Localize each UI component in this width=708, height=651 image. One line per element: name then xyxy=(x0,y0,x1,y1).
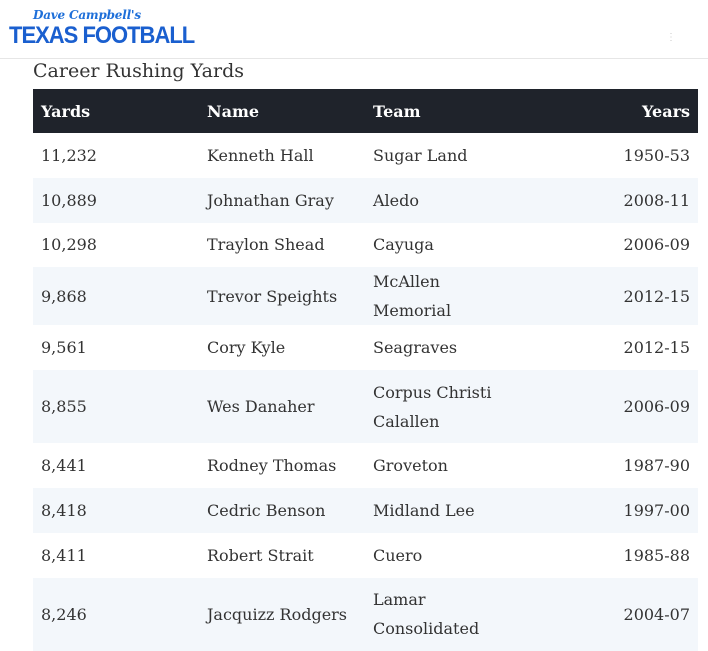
cell-yards: 9,561 xyxy=(41,338,87,358)
cell-name: Wes Danaher xyxy=(207,397,315,417)
cell-team: Lamar Consolidated xyxy=(373,590,480,639)
cell-years: 1985-88 xyxy=(623,545,690,565)
cell-yards: 8,418 xyxy=(41,500,87,520)
cell-team: Seagraves xyxy=(373,338,458,358)
cell-team: Corpus Christi Calallen xyxy=(373,382,492,431)
cell-years: 1987-90 xyxy=(623,456,690,476)
cell-years: 1950-53 xyxy=(623,145,690,165)
cell-years: 2008-11 xyxy=(623,190,690,210)
cell-name: Trevor Speights xyxy=(207,286,338,306)
rushing-yards-table: Yards Name Team Years 11,232 Kenneth Hal… xyxy=(33,89,698,651)
table-row: 9,868 Trevor Speights McAllen Memorial 2… xyxy=(33,267,698,326)
cell-years: 2006-09 xyxy=(623,235,690,255)
table-header-row: Yards Name Team Years xyxy=(33,89,698,133)
cell-name: Johnathan Gray xyxy=(207,190,334,210)
cell-name: Traylon Shead xyxy=(207,235,325,255)
table-row: 8,855 Wes Danaher Corpus Christi Calalle… xyxy=(33,370,698,444)
column-header-yards[interactable]: Yards xyxy=(41,101,91,121)
logo-main-text: TEXAS FOOTBALL xyxy=(9,20,195,49)
table-row: 11,232 Kenneth Hall Sugar Land 1950-53 xyxy=(33,133,698,178)
table-row: 8,441 Rodney Thomas Groveton 1987-90 xyxy=(33,443,698,488)
cell-years: 2006-09 xyxy=(623,397,690,417)
table-row: 8,246 Jacquizz Rodgers Lamar Consolidate… xyxy=(33,577,698,651)
table-row: 10,889 Johnathan Gray Aledo 2008-11 xyxy=(33,177,698,223)
column-header-name[interactable]: Name xyxy=(207,101,260,121)
cell-name: Kenneth Hall xyxy=(207,145,314,165)
cell-name: Jacquizz Rodgers xyxy=(207,604,348,624)
cell-yards: 11,232 xyxy=(41,145,97,165)
table-row: 10,298 Traylon Shead Cayuga 2006-09 xyxy=(33,222,698,268)
cell-name: Cedric Benson xyxy=(207,500,326,520)
logo-script-text: Dave Campbell's xyxy=(33,8,141,22)
cell-team: Cuero xyxy=(373,545,423,565)
table-row: 9,561 Cory Kyle Seagraves 2012-15 xyxy=(33,325,698,371)
menu-icon[interactable]: ⋮ xyxy=(666,32,676,43)
cell-team: McAllen Memorial xyxy=(373,272,452,321)
cell-yards: 9,868 xyxy=(41,286,87,306)
cell-yards: 8,411 xyxy=(41,545,87,565)
cell-years: 2012-15 xyxy=(623,286,690,306)
cell-years: 2012-15 xyxy=(623,338,690,358)
cell-yards: 10,889 xyxy=(41,190,97,210)
cell-team: Cayuga xyxy=(373,235,434,255)
cell-team: Aledo xyxy=(373,190,420,210)
cell-name: Cory Kyle xyxy=(207,338,286,358)
site-header: Dave Campbell's TEXAS FOOTBALL ⋮ xyxy=(0,0,708,59)
cell-yards: 10,298 xyxy=(41,235,97,255)
cell-team: Groveton xyxy=(373,456,448,476)
column-header-years[interactable]: Years xyxy=(641,101,690,121)
cell-yards: 8,246 xyxy=(41,604,87,624)
cell-name: Robert Strait xyxy=(207,545,314,565)
table-row: 8,411 Robert Strait Cuero 1985-88 xyxy=(33,532,698,578)
table-row: 8,418 Cedric Benson Midland Lee 1997-00 xyxy=(33,487,698,533)
cell-team: Midland Lee xyxy=(373,500,475,520)
cell-name: Rodney Thomas xyxy=(207,456,337,476)
cell-team: Sugar Land xyxy=(373,145,468,165)
cell-yards: 8,441 xyxy=(41,456,87,476)
cell-yards: 8,855 xyxy=(41,397,87,417)
page-title: Career Rushing Yards xyxy=(33,60,244,82)
site-logo[interactable]: Dave Campbell's TEXAS FOOTBALL xyxy=(9,8,195,48)
column-header-team[interactable]: Team xyxy=(373,101,421,121)
cell-years: 2004-07 xyxy=(623,604,690,624)
cell-years: 1997-00 xyxy=(623,500,690,520)
